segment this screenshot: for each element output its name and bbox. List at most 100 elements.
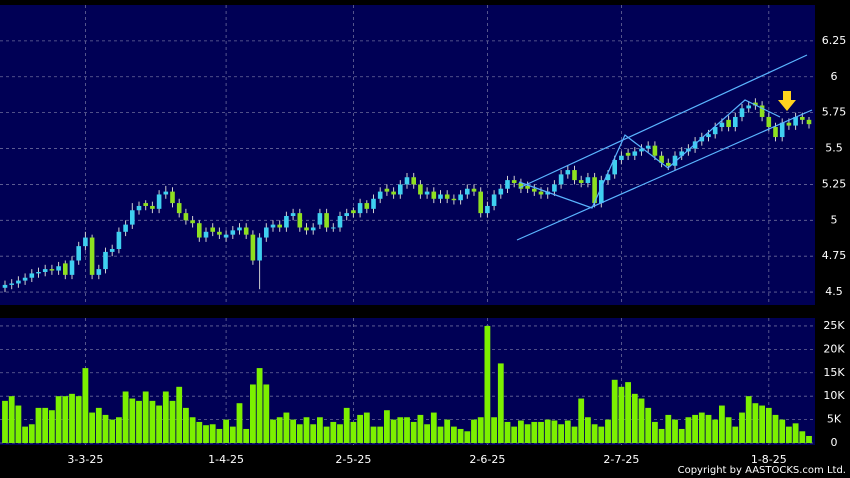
volume-bar: [631, 393, 638, 443]
volume-bar: [698, 412, 705, 443]
candle-body: [558, 174, 564, 185]
volume-bar: [786, 426, 792, 443]
candle-body: [257, 237, 262, 261]
volume-bar: [491, 417, 497, 443]
candle-body: [625, 152, 631, 156]
volume-bar: [538, 421, 544, 443]
candle-body: [692, 141, 698, 149]
candle-body: [599, 180, 604, 204]
zigzag: [518, 99, 781, 209]
candle-body: [498, 188, 504, 195]
volume-bar: [216, 428, 223, 443]
candle-body: [645, 145, 651, 149]
candle-body: [759, 105, 765, 117]
volume-bar: [223, 419, 229, 443]
candle-body: [176, 203, 182, 214]
candle-body: [793, 116, 798, 126]
candle-body: [63, 263, 68, 275]
volume-bar: [424, 424, 430, 443]
y-tick-label: 6: [831, 70, 838, 83]
candle-body: [438, 194, 443, 199]
volume-bar: [377, 426, 384, 443]
candle-body: [284, 216, 289, 228]
candle-body: [578, 180, 584, 183]
candle-body: [572, 170, 577, 181]
candle-body: [16, 280, 21, 284]
candle-body: [250, 234, 256, 261]
volume-bar: [250, 384, 256, 443]
volume-bar: [176, 386, 183, 443]
volume-bar: [129, 398, 136, 443]
candle-body: [371, 198, 376, 209]
volume-bar: [725, 417, 732, 443]
volume-bar: [444, 419, 451, 443]
volume-bar: [229, 426, 236, 443]
volume-bar: [531, 421, 538, 443]
candle-body: [337, 216, 343, 228]
volume-bar: [551, 420, 558, 443]
candle-body: [565, 170, 571, 175]
volume-bar: [692, 414, 698, 443]
volume-bar: [209, 424, 216, 443]
candle-body: [451, 198, 457, 201]
candle-body: [458, 194, 463, 201]
candle-body: [739, 108, 745, 117]
volume-bar: [518, 420, 524, 443]
volume-bar: [350, 421, 357, 443]
candle-body: [76, 246, 81, 261]
candle-body: [270, 224, 276, 228]
volume-bar: [162, 391, 169, 443]
volume-bar: [303, 417, 310, 443]
candle-body: [163, 191, 169, 195]
volume-bar: [270, 419, 276, 443]
trend-lines: [516, 54, 813, 241]
candle-body: [398, 184, 403, 195]
volume-bar: [397, 417, 404, 443]
volume-bar: [22, 426, 28, 443]
volume-bar: [544, 419, 551, 443]
volume-bar: [591, 424, 598, 443]
candle-body: [699, 137, 705, 142]
y-tick-label: 4.75: [822, 249, 847, 262]
volume-bar: [799, 431, 806, 443]
volume-bar: [310, 424, 317, 443]
labels: 4.5 4.75 5 5.25 5.5 5.75 6 6.25 0 5K 10K 15K 20K 25K 3…: [67, 34, 846, 466]
volume-bar: [196, 421, 203, 443]
candle-body: [317, 213, 323, 225]
candle-body: [136, 205, 142, 211]
candle-body: [344, 213, 349, 217]
volume-bar: [283, 412, 290, 443]
candle-body: [351, 210, 356, 214]
candle-body: [773, 127, 778, 138]
volume-bar: [739, 412, 745, 443]
candle-body: [552, 184, 557, 192]
volume-bar: [102, 414, 109, 443]
candle-body: [96, 269, 102, 275]
candle-body: [619, 155, 624, 161]
volume-bar: [337, 424, 343, 443]
volume-bar: [390, 419, 397, 443]
candle-body: [753, 102, 758, 106]
volume-bar: [15, 405, 22, 443]
volume-bar: [806, 435, 812, 443]
volume-bar: [156, 405, 162, 443]
volume-bar: [437, 426, 444, 443]
volume-bar: [363, 412, 370, 443]
candle-body: [532, 188, 537, 192]
volume-bar: [183, 407, 189, 443]
candle-body: [310, 227, 316, 231]
volume-bar: [578, 398, 585, 443]
grid: [0, 5, 815, 445]
candle-body: [190, 220, 195, 224]
candle-body: [36, 271, 41, 274]
volume-tick-label: 15K: [823, 366, 845, 379]
volume-bar: [142, 391, 149, 443]
candle-body: [391, 191, 396, 195]
volume-bar: [558, 424, 564, 443]
candle-body: [632, 151, 638, 156]
volume-bar: [645, 407, 652, 443]
x-tick-label: 2-6-25: [469, 453, 505, 466]
volume-bar: [598, 426, 605, 443]
candle-body: [672, 155, 678, 166]
